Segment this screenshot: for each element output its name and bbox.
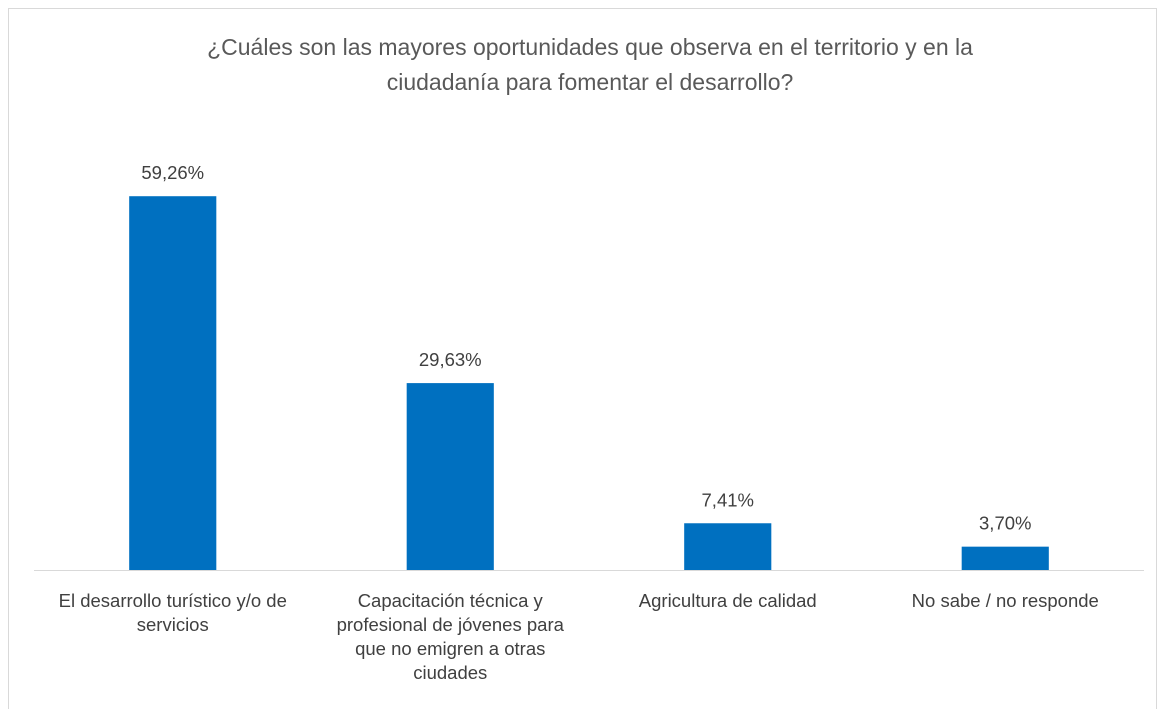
chart-border bbox=[8, 8, 1157, 709]
chart-title: ¿Cuáles son las mayores oportunidades qu… bbox=[207, 34, 973, 95]
data-label: 29,63% bbox=[419, 349, 482, 370]
x-tick-label: Capacitación técnica y profesional de jó… bbox=[336, 590, 564, 683]
x-tick-label: El desarrollo turístico y/o de servicios bbox=[58, 590, 287, 635]
bar bbox=[684, 523, 772, 570]
bar bbox=[406, 383, 494, 570]
data-label: 59,26% bbox=[141, 162, 204, 183]
x-tick-label: Agricultura de calidad bbox=[638, 590, 817, 611]
data-label: 3,70% bbox=[979, 513, 1031, 534]
bar bbox=[129, 196, 217, 570]
data-label: 7,41% bbox=[702, 489, 754, 510]
bar bbox=[961, 546, 1049, 570]
x-tick-label: No sabe / no responde bbox=[911, 590, 1099, 611]
